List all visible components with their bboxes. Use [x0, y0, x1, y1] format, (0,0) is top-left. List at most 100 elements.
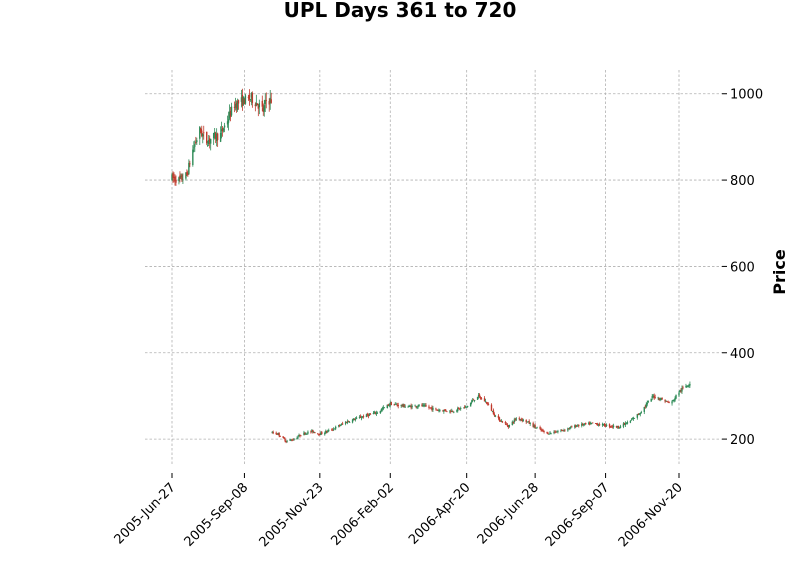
- candle-body: [212, 132, 215, 139]
- candle-body: [492, 410, 495, 415]
- candle-body: [390, 402, 392, 406]
- candle: [410, 403, 412, 410]
- candle: [416, 405, 418, 410]
- candle: [444, 409, 446, 412]
- candle: [187, 170, 189, 177]
- candle: [430, 407, 432, 410]
- candle: [685, 383, 687, 388]
- candle: [240, 89, 243, 108]
- candle-body: [687, 385, 689, 387]
- candle: [347, 420, 350, 423]
- candle-body: [194, 144, 196, 147]
- candle-body: [320, 432, 322, 436]
- candle-body: [583, 424, 585, 426]
- candle: [557, 429, 559, 434]
- candle: [497, 414, 500, 420]
- candle: [233, 101, 236, 113]
- y-tick-label: 600: [730, 260, 755, 275]
- candle: [674, 396, 676, 402]
- candle-body: [541, 430, 543, 432]
- candle: [657, 396, 659, 401]
- candle-body: [394, 403, 396, 405]
- candle-body: [317, 433, 319, 435]
- x-tick-label: 2006-Sep-07: [543, 480, 613, 550]
- candle-body: [188, 162, 190, 174]
- candle-body: [585, 423, 587, 425]
- candle: [276, 433, 278, 435]
- candle-body: [682, 387, 684, 389]
- candle-body: [612, 425, 615, 428]
- candle-body: [588, 422, 590, 424]
- chart-title: UPL Days 361 to 720: [284, 0, 517, 22]
- candle: [424, 403, 426, 407]
- candle: [352, 418, 355, 421]
- candle-body: [686, 386, 688, 387]
- candle-body: [423, 404, 425, 406]
- candle: [595, 422, 598, 426]
- candle: [333, 427, 335, 432]
- candle-body: [487, 404, 490, 406]
- candle: [285, 440, 287, 444]
- candle: [298, 433, 300, 437]
- candle: [339, 424, 342, 427]
- candle-body: [282, 436, 284, 438]
- candle: [647, 400, 649, 404]
- candle-body: [386, 404, 389, 408]
- candle: [318, 434, 320, 437]
- candle: [529, 422, 531, 426]
- candle: [484, 398, 487, 403]
- candle: [619, 424, 622, 429]
- candle-body: [442, 410, 444, 412]
- candle-body: [404, 406, 406, 408]
- candle-body: [633, 417, 636, 419]
- x-tick-label: 2006-Apr-20: [406, 480, 473, 547]
- candle: [483, 396, 486, 402]
- candle: [307, 430, 309, 435]
- candle: [188, 159, 190, 175]
- candle-body: [265, 100, 267, 102]
- candle: [305, 432, 307, 435]
- candle-body: [318, 434, 320, 435]
- x-axis: 2005-Jun-27 2005-Sep-08 2005-Nov-23 2006-Fe…: [112, 473, 686, 550]
- candle: [588, 421, 590, 425]
- candle: [665, 400, 667, 402]
- candle: [521, 417, 523, 423]
- candle-body: [449, 410, 451, 412]
- candle: [473, 400, 476, 403]
- candle: [675, 394, 677, 400]
- candle: [625, 422, 628, 425]
- candle: [584, 423, 586, 426]
- candle-body: [504, 422, 507, 424]
- candle-body: [431, 407, 433, 410]
- candle-body: [619, 426, 622, 428]
- candle-body: [526, 421, 528, 423]
- candle: [299, 434, 301, 438]
- candle: [477, 393, 480, 399]
- candle-body: [334, 428, 336, 430]
- candle-body: [484, 401, 487, 403]
- candle: [549, 430, 551, 435]
- candle-body: [578, 424, 580, 426]
- candle: [242, 96, 245, 106]
- candle-body: [380, 409, 383, 412]
- candle-body: [324, 432, 326, 435]
- x-tick-label: 2006-Feb-02: [328, 480, 397, 549]
- candle-body: [596, 423, 599, 426]
- candle: [472, 398, 475, 401]
- candle-body: [459, 408, 461, 410]
- candle-body: [486, 402, 489, 404]
- candle-body: [254, 104, 257, 107]
- candle-body: [647, 401, 649, 403]
- candle-body: [258, 103, 261, 108]
- candle-body: [341, 423, 344, 425]
- candle-body: [571, 426, 573, 428]
- candle-body: [645, 404, 647, 408]
- candle-body: [255, 102, 258, 106]
- candle-body: [414, 405, 416, 407]
- candle-body: [340, 423, 343, 425]
- candle-body: [361, 416, 364, 418]
- candle-body: [457, 408, 459, 412]
- candle-body: [367, 414, 370, 417]
- candle-body: [659, 399, 661, 401]
